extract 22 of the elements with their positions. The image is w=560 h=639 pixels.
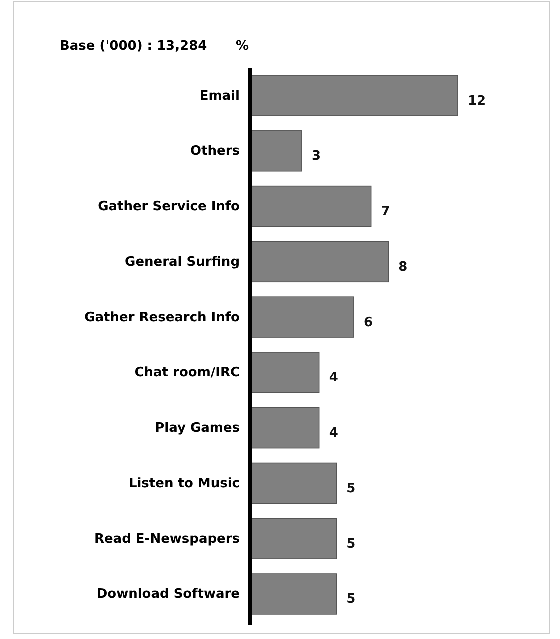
data-label: 3 [312, 149, 322, 164]
y-tick-label: Gather Service Info [98, 200, 240, 215]
data-label: 8 [398, 260, 408, 275]
data-label: 4 [329, 370, 338, 386]
y-tick-label: General Surfing [125, 254, 240, 270]
y-tick-label: Download Software [96, 587, 240, 602]
y-tick-label: Read E-Newspapers [94, 532, 240, 547]
y-tick-label: Email [200, 88, 240, 104]
text: Base ('000) : 13,284 [60, 39, 208, 54]
data-label: 7 [381, 204, 390, 220]
data-label: 5 [346, 536, 356, 552]
data-label: 6 [364, 315, 374, 330]
y-tick-label: Play Games [155, 421, 240, 436]
y-tick-label: Listen to Music [128, 476, 240, 492]
x-axis-title: % [236, 39, 250, 54]
data-label: 5 [346, 592, 356, 608]
y-tick-label: Chat room/IRC [134, 366, 240, 381]
data-label: 5 [346, 481, 356, 496]
y-tick-label: Gather Research Info [84, 310, 240, 326]
data-label: 4 [329, 426, 338, 442]
y-tick-label: Others [190, 144, 240, 160]
data-label: 12 [468, 94, 486, 109]
